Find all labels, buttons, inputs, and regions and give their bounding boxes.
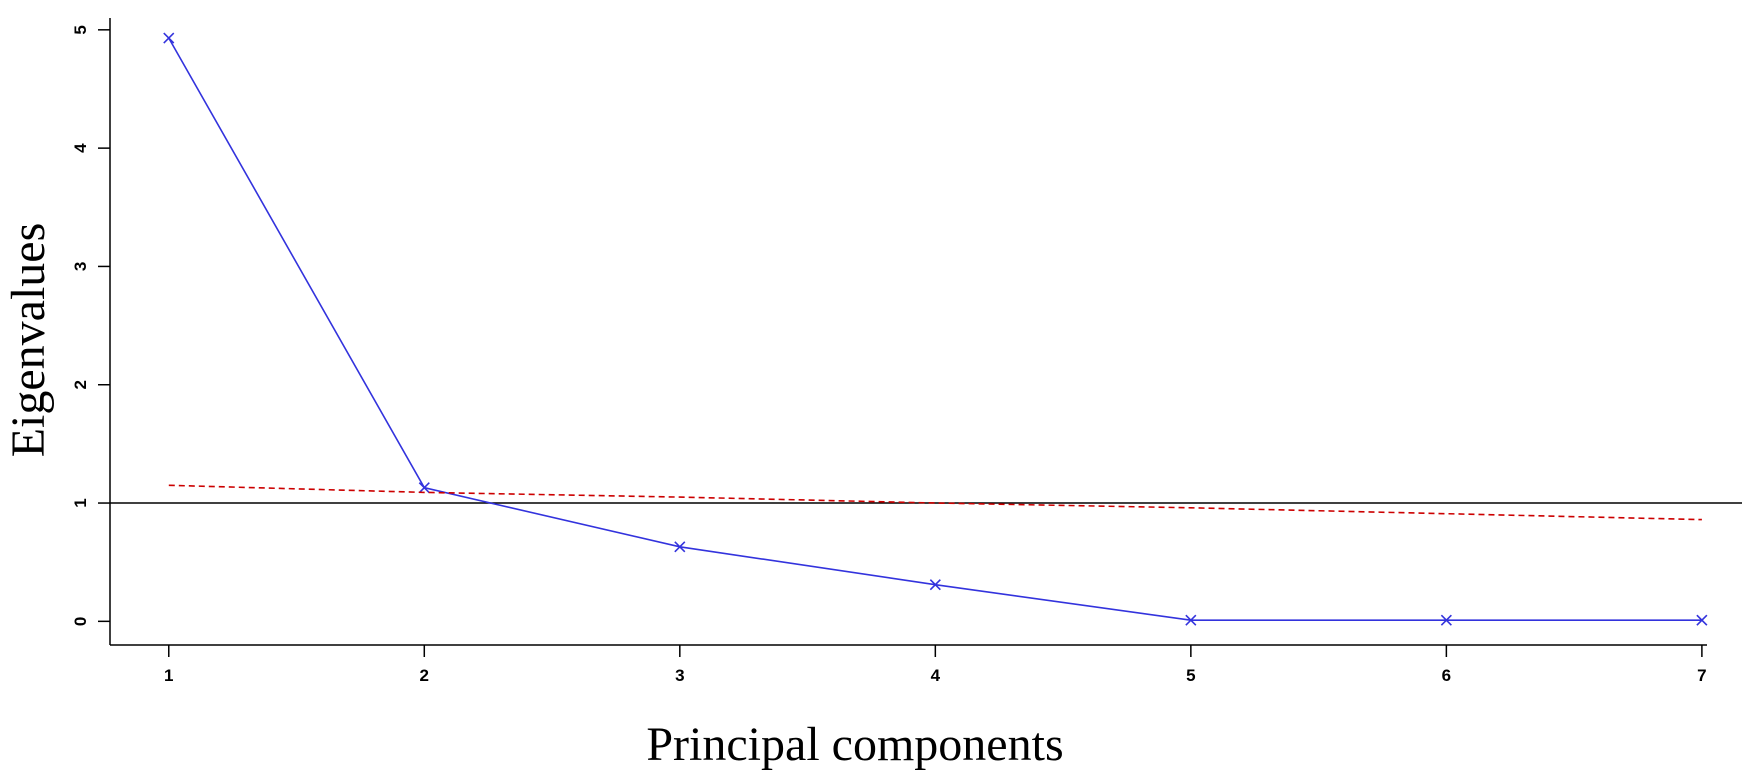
x-tick-label: 7 (1697, 666, 1706, 685)
y-tick-label: 3 (71, 262, 90, 271)
x-tick-label: 5 (1186, 666, 1195, 685)
x-tick-label: 2 (420, 666, 429, 685)
series-1-point (163, 32, 175, 44)
x-axis-title: Principal components (646, 718, 1063, 771)
series-1-point (929, 579, 941, 591)
tick-layer: 1 2 3 4 5 6 7 0 1 2 3 4 5 (71, 25, 1707, 685)
series-layer (163, 32, 1708, 626)
point-stroke (1696, 614, 1708, 626)
axes (109, 18, 1707, 646)
y-tick-label: 4 (71, 143, 90, 153)
series-1-point (1440, 614, 1452, 626)
point-stroke (1185, 614, 1197, 626)
y-tick-label: 1 (71, 498, 90, 507)
series-2-line (168, 484, 1702, 521)
series-1-point (1696, 614, 1708, 626)
series-1-line (168, 37, 1702, 622)
x-tick-label: 1 (164, 666, 173, 685)
x-tick-label: 6 (1442, 666, 1451, 685)
point-stroke (929, 579, 941, 591)
y-tick-label: 2 (71, 380, 90, 389)
point-stroke (674, 541, 686, 553)
series-1-point (418, 482, 430, 494)
point-stroke (1440, 614, 1452, 626)
y-axis-title: Eigenvalues (2, 223, 55, 458)
y-tick-label: 5 (71, 25, 90, 34)
series-1-point (674, 541, 686, 553)
point-stroke (418, 482, 430, 494)
series-1-point (1185, 614, 1197, 626)
x-tick-label: 4 (931, 666, 941, 685)
x-tick-label: 3 (675, 666, 684, 685)
point-stroke (163, 32, 175, 44)
y-tick-label: 0 (71, 617, 90, 626)
